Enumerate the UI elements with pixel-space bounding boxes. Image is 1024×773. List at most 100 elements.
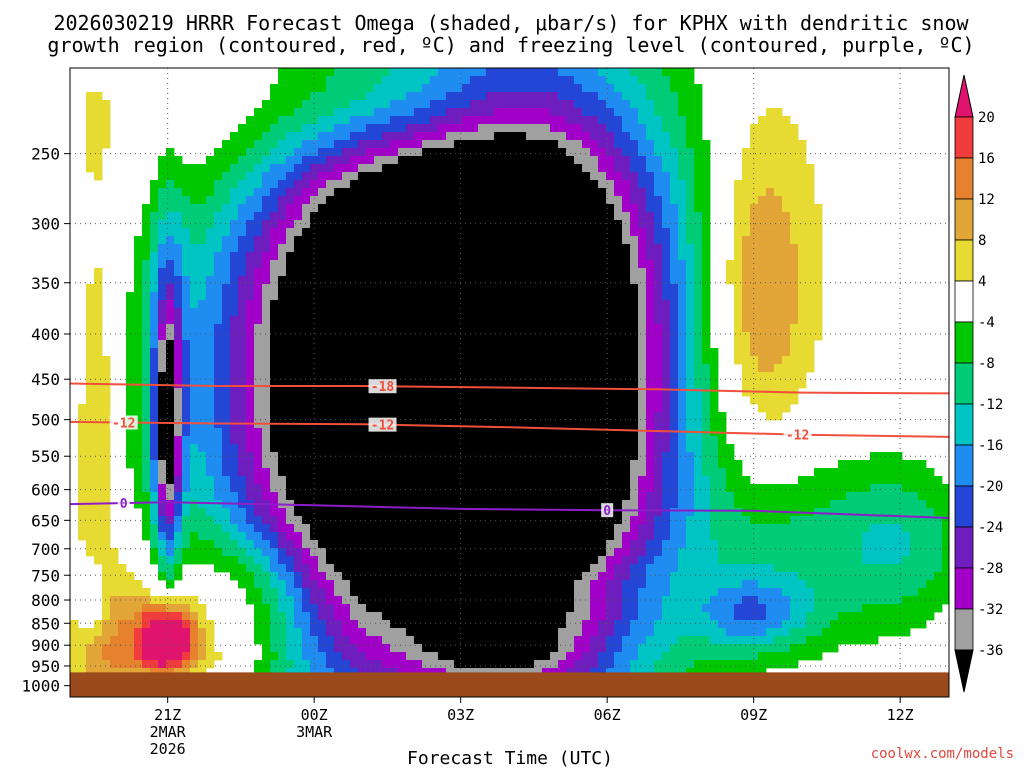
omega-cell [230,396,239,405]
omega-cell [382,292,391,301]
omega-cell [694,460,703,469]
omega-cell [454,140,463,149]
omega-cell [414,140,423,149]
omega-cell [398,444,407,453]
omega-cell [366,444,375,453]
omega-cell [670,364,679,373]
omega-cell [382,92,391,101]
omega-cell [662,508,671,517]
omega-cell [670,220,679,229]
omega-cell [710,436,719,445]
omega-cell [158,404,167,413]
omega-cell [254,236,263,245]
omega-cell [550,100,559,109]
omega-cell [134,260,143,269]
omega-cell [934,508,943,517]
omega-cell [302,308,311,317]
omega-cell [646,76,655,85]
omega-cell [678,396,687,405]
omega-cell [134,252,143,261]
omega-cell [662,388,671,397]
omega-cell [262,348,271,357]
omega-cell [406,84,415,93]
omega-cell [702,252,711,261]
omega-cell [782,236,791,245]
omega-cell [502,212,511,221]
omega-cell [238,236,247,245]
omega-cell [510,84,519,93]
omega-cell [606,156,615,165]
omega-cell [622,124,631,133]
omega-cell [422,452,431,461]
omega-cell [550,332,559,341]
omega-cell [510,76,519,85]
omega-cell [518,452,527,461]
omega-cell [398,156,407,165]
omega-cell [246,492,255,501]
omega-cell [558,300,567,309]
omega-cell [542,100,551,109]
omega-cell [446,132,455,141]
omega-cell [158,484,167,493]
omega-cell [646,324,655,333]
omega-cell [518,68,527,77]
omega-cell [318,388,327,397]
omega-cell [766,364,775,373]
omega-cell [414,172,423,181]
omega-cell [406,156,415,165]
omega-cell [502,220,511,229]
omega-cell [494,388,503,397]
omega-cell [614,356,623,365]
omega-cell [502,532,511,541]
omega-cell [310,292,319,301]
omega-cell [558,116,567,125]
omega-cell [214,356,223,365]
omega-cell [726,508,735,517]
omega-cell [526,524,535,533]
omega-cell [374,308,383,317]
omega-cell [390,188,399,197]
omega-cell [398,332,407,341]
omega-cell [358,324,367,333]
omega-cell [774,380,783,389]
omega-cell [446,156,455,165]
omega-cell [654,300,663,309]
omega-cell [366,500,375,509]
omega-cell [374,532,383,541]
omega-cell [774,236,783,245]
omega-cell [318,532,327,541]
omega-cell [254,492,263,501]
omega-cell [174,156,183,165]
omega-cell [430,468,439,477]
omega-cell [374,252,383,261]
omega-cell [614,164,623,173]
omega-cell [790,284,799,293]
omega-cell [94,92,103,101]
omega-cell [926,540,935,549]
omega-cell [446,372,455,381]
omega-cell [446,540,455,549]
omega-cell [342,244,351,253]
omega-cell [158,196,167,205]
omega-cell [590,460,599,469]
omega-cell [510,124,519,133]
omega-cell [406,220,415,229]
omega-cell [742,196,751,205]
omega-cell [278,380,287,389]
omega-cell [758,220,767,229]
omega-cell [718,500,727,509]
omega-cell [414,268,423,277]
omega-cell [374,220,383,229]
omega-cell [702,284,711,293]
omega-cell [190,484,199,493]
omega-cell [382,108,391,117]
omega-cell [518,100,527,109]
omega-cell [630,348,639,357]
omega-cell [766,324,775,333]
omega-cell [446,148,455,157]
omega-cell [558,180,567,189]
omega-cell [150,460,159,469]
omega-cell [502,516,511,525]
omega-cell [918,524,927,533]
omega-cell [494,476,503,485]
